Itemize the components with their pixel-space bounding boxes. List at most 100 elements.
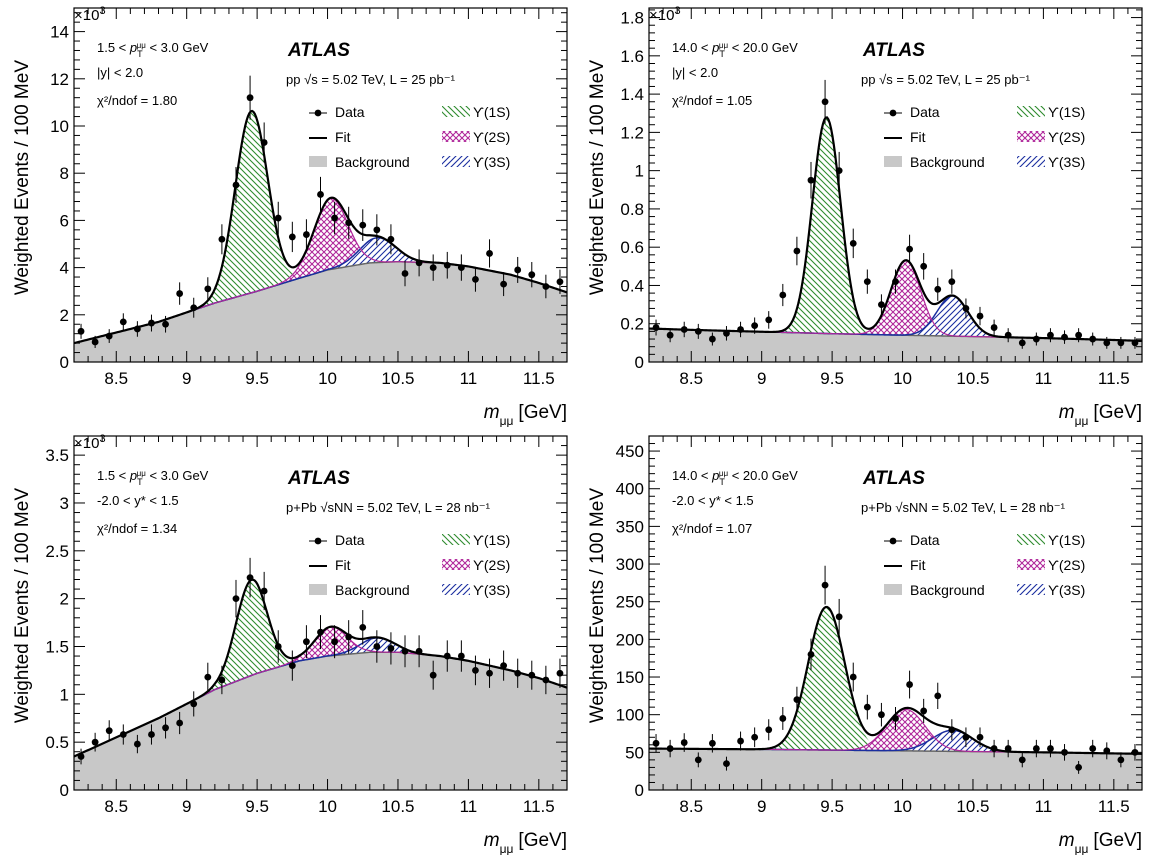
data-point — [821, 98, 829, 106]
data-point — [878, 301, 885, 308]
data-point — [680, 739, 688, 746]
data-point — [542, 283, 550, 290]
y-tick-label: 10 — [50, 117, 69, 136]
data-point — [765, 726, 773, 734]
data-point — [694, 756, 702, 764]
x-tick-label: 10.5 — [381, 369, 414, 388]
x-tick-label: 11.5 — [1098, 797, 1130, 816]
legend-3s-swatch — [442, 584, 470, 595]
background-band — [74, 652, 567, 790]
y-multiplier-exp: 3 — [99, 433, 105, 445]
data-point — [443, 652, 451, 660]
legend-3s-label: ϒ(3S) — [473, 582, 510, 598]
data-point — [218, 235, 226, 243]
pt-var: p — [129, 468, 137, 483]
y-multiplier: ×103 — [74, 433, 106, 452]
data-point — [751, 322, 759, 330]
chi2-ndof: χ²/ndof = 1.07 — [672, 521, 752, 536]
legend-3s-label: ϒ(3S) — [1048, 154, 1085, 170]
legend-1s-label: ϒ(1S) — [473, 104, 510, 120]
x-tick-label: 10 — [318, 369, 337, 388]
x-tick-label: 9.5 — [245, 369, 269, 388]
x-tick-label: 10.5 — [381, 797, 414, 816]
data-point — [542, 676, 550, 684]
background-band — [649, 328, 1142, 362]
data-point — [920, 262, 928, 270]
collision-system: p+Pb √sNN = 5.02 TeV, L = 28 nb⁻¹ — [286, 500, 491, 515]
legend-2s-swatch — [1017, 131, 1045, 142]
legend-bkg-swatch — [884, 584, 902, 595]
y-tick-label: 4 — [60, 259, 69, 278]
data-point — [232, 595, 240, 603]
y-tick-label: 2 — [60, 590, 69, 609]
rapidity-range: |y| < 2.0 — [97, 65, 143, 80]
data-point — [723, 329, 730, 337]
data-point — [359, 623, 367, 631]
data-point — [133, 325, 141, 333]
y-axis-title: Weighted Events / 100 MeV — [587, 488, 608, 723]
data-point — [765, 316, 773, 324]
x-tick-label: 9 — [182, 369, 191, 388]
x-tick-label: 9 — [182, 797, 191, 816]
legend-fit-label: Fit — [335, 557, 351, 573]
data-point — [652, 324, 660, 331]
data-point — [906, 681, 913, 688]
data-point — [500, 280, 508, 288]
data-point — [863, 703, 871, 711]
fit-curve — [73, 109, 568, 345]
rapidity-range: -2.0 < y* < 1.5 — [672, 493, 754, 508]
x-tick-label: 10.5 — [956, 797, 989, 816]
data-point — [105, 727, 113, 735]
y-axis-title: Weighted Events / 100 MeV — [12, 60, 33, 295]
data-point — [666, 331, 674, 339]
x-tick-label: 9.5 — [820, 797, 844, 816]
y-tick-label: 50 — [625, 743, 644, 762]
y-tick-label: 0.5 — [45, 733, 69, 752]
data-point — [708, 739, 716, 747]
x-tick-label: 9 — [757, 797, 766, 816]
data-point — [948, 278, 956, 286]
legend-data-label: Data — [335, 104, 365, 120]
data-point — [148, 731, 155, 738]
data-point — [176, 290, 184, 297]
pt-range: 14.0 < pTμμ < 20.0 GeV — [672, 40, 798, 59]
y-tick-label: 6 — [60, 211, 69, 230]
data-point — [1004, 331, 1012, 339]
data-point — [1047, 745, 1054, 752]
data-point — [303, 231, 310, 238]
data-point — [91, 738, 99, 746]
legend-2s-label: ϒ(2S) — [473, 129, 510, 145]
legend-data-label: Data — [910, 532, 940, 548]
legend-1s-label: ϒ(1S) — [1048, 532, 1085, 548]
y-tick-label: 450 — [616, 442, 644, 461]
x-tick-label: 10 — [893, 797, 912, 816]
data-point — [1089, 745, 1097, 752]
legend-bkg-swatch — [309, 584, 327, 595]
x-tick-label: 11 — [1035, 797, 1053, 816]
data-point — [708, 335, 716, 343]
x-axis-title: mμμ [GeV] — [484, 402, 567, 427]
data-point — [274, 214, 282, 222]
x-axis-sub: μμ — [1075, 842, 1089, 855]
x-axis-title: mμμ [GeV] — [484, 830, 567, 855]
data-point — [934, 692, 942, 700]
legend-data-label: Data — [335, 532, 365, 548]
legend-data-label: Data — [910, 104, 940, 120]
data-point — [260, 587, 268, 595]
pt-sup: μμ — [719, 469, 729, 478]
data-point — [345, 219, 353, 227]
data-point — [892, 715, 899, 722]
pt-range: 1.5 < pTμμ < 3.0 GeV — [97, 468, 209, 487]
x-tick-label: 9.5 — [820, 369, 844, 388]
data-point — [514, 266, 522, 274]
data-point — [162, 320, 169, 328]
data-point — [472, 667, 479, 674]
data-point — [373, 226, 381, 234]
legend-fit-label: Fit — [910, 129, 926, 145]
pt-var: p — [129, 40, 137, 55]
pt-sub: T — [137, 49, 143, 59]
data-point — [528, 271, 536, 279]
data-point — [737, 326, 744, 333]
legend-bkg-swatch — [884, 156, 902, 167]
data-point — [288, 233, 296, 241]
